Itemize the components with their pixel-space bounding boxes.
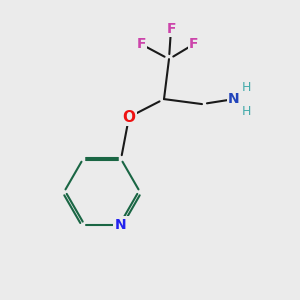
Text: F: F bbox=[136, 37, 146, 51]
Text: F: F bbox=[189, 37, 199, 51]
Text: H: H bbox=[241, 105, 251, 118]
Text: H: H bbox=[241, 81, 251, 94]
Text: N: N bbox=[228, 92, 240, 106]
Text: O: O bbox=[122, 110, 136, 124]
Text: N: N bbox=[115, 218, 127, 232]
Text: F: F bbox=[166, 22, 176, 36]
